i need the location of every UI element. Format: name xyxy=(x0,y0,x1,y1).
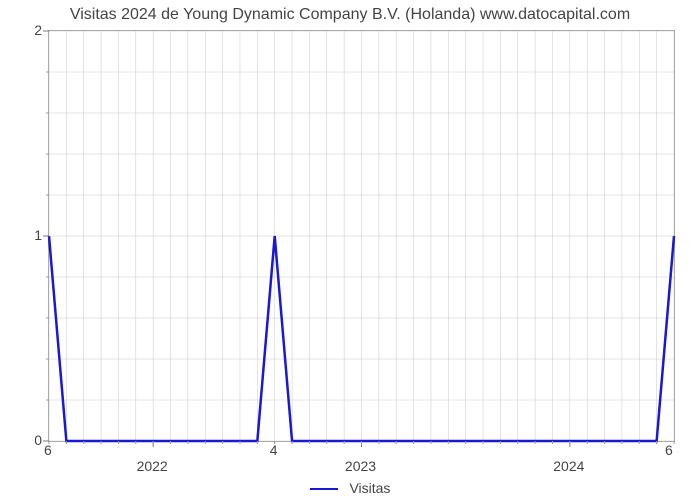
x-corner-right-label-b: 6 xyxy=(665,442,673,458)
legend-swatch xyxy=(310,488,338,490)
line-chart: Visitas 2024 de Young Dynamic Company B.… xyxy=(0,0,700,500)
xtick-label: 2024 xyxy=(553,458,584,474)
x-corner-right-label-a: 4 xyxy=(270,442,278,458)
ytick-label: 2 xyxy=(34,22,42,38)
xtick-label: 2023 xyxy=(345,458,376,474)
plot-svg xyxy=(49,31,674,441)
xtick-label: 2022 xyxy=(137,458,168,474)
plot-area xyxy=(48,30,675,442)
ytick-label: 0 xyxy=(34,432,42,448)
chart-title: Visitas 2024 de Young Dynamic Company B.… xyxy=(0,6,700,24)
legend-label: Visitas xyxy=(349,480,390,496)
ytick-label: 1 xyxy=(34,227,42,243)
x-corner-left-label: 6 xyxy=(44,442,52,458)
legend: Visitas xyxy=(0,480,700,496)
